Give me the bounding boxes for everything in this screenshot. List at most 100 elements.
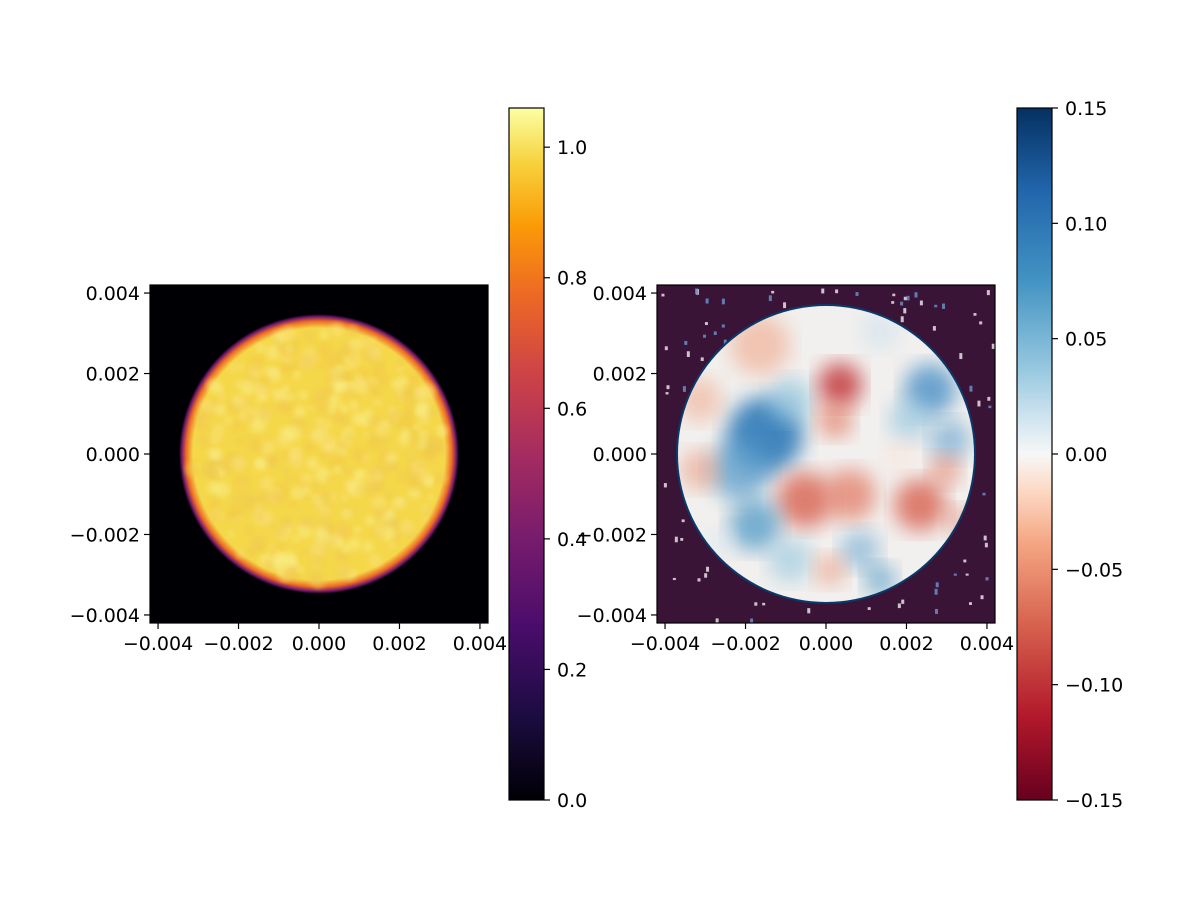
- noise-speck: [663, 483, 667, 488]
- speckle-dot: [349, 355, 357, 362]
- noise-speck: [953, 573, 957, 576]
- phase-blob: [768, 538, 812, 582]
- speckle-dot: [423, 506, 433, 516]
- speckle-dot: [270, 389, 278, 396]
- y-tick-label: 0.002: [593, 364, 647, 386]
- speckle-dot: [283, 565, 298, 580]
- speckle-dot: [351, 413, 364, 426]
- speckle-dot: [289, 452, 304, 468]
- phase-colorbar-gradient: [1016, 107, 1053, 801]
- speckle-dot: [204, 462, 218, 475]
- speckle-dot: [311, 485, 318, 492]
- speckle-dot: [285, 344, 294, 354]
- phase-blob: [929, 454, 961, 486]
- speckle-dot: [368, 468, 379, 478]
- phase-axis-ticks: −0.004 −0.002 0.000 0.002 0.004 0.004 0.002 0.0…: [577, 283, 1014, 655]
- speckle-dot: [255, 384, 269, 398]
- speckle-dot: [387, 541, 396, 549]
- noise-speck: [672, 577, 676, 581]
- speckle-dot: [301, 549, 309, 557]
- noise-speck: [982, 492, 986, 496]
- speckle-dot: [274, 492, 287, 504]
- y-tick-label: 0.000: [593, 444, 647, 466]
- noise-speck: [768, 295, 772, 302]
- speckle-dot: [292, 534, 300, 543]
- speckle-dot: [436, 425, 449, 438]
- intensity-colorbar: 0.0 0.2 0.4 0.6 0.8 1.0: [508, 107, 587, 812]
- speckle-dot: [340, 405, 349, 414]
- noise-speck: [686, 351, 690, 358]
- speckle-dot: [362, 453, 371, 462]
- noise-speck: [867, 607, 871, 610]
- colorbar-tick-label: 0.05: [1065, 329, 1107, 351]
- noise-speck: [661, 293, 665, 297]
- noise-speck: [959, 353, 963, 360]
- noise-speck: [665, 392, 669, 395]
- speckle-dot: [230, 455, 247, 472]
- speckle-dot: [432, 439, 447, 454]
- speckle-dot: [236, 437, 244, 446]
- phase-blob: [814, 554, 846, 586]
- speckle-dot: [396, 376, 409, 388]
- noise-speck: [666, 385, 670, 390]
- speckle-dot: [404, 386, 418, 401]
- speckle-dot: [258, 490, 273, 505]
- speckle-dot: [303, 441, 316, 453]
- noise-speck: [968, 602, 972, 605]
- colorbar-tick-label: 0.10: [1065, 213, 1107, 235]
- speckle-dot: [239, 379, 256, 396]
- noise-speck: [897, 603, 901, 609]
- speckle-dot: [275, 399, 288, 412]
- noise-speck: [900, 316, 904, 323]
- speckle-dot: [316, 342, 332, 358]
- colorbar-tick-label: 0.6: [557, 398, 587, 420]
- speckle-dot: [397, 358, 405, 366]
- noise-speck: [973, 313, 977, 316]
- speckle-dot: [303, 330, 315, 342]
- speckle-dot: [298, 390, 308, 400]
- speckle-dot: [236, 549, 245, 559]
- speckle-dot: [340, 543, 351, 554]
- noise-speck: [835, 289, 839, 294]
- speckle-dot: [329, 450, 337, 458]
- phase-blob: [888, 398, 932, 442]
- speckle-dot: [273, 553, 286, 566]
- phase-blob: [729, 499, 781, 551]
- noise-speck: [681, 519, 685, 523]
- intensity-panel: −0.004 −0.002 0.000 0.002 0.004 0.004 0.002 0.0…: [70, 283, 507, 655]
- phase-background-noise: [661, 288, 995, 623]
- speckle-dot: [338, 360, 345, 367]
- speckle-dot: [407, 372, 421, 386]
- colorbar-tick-label: −0.05: [1065, 559, 1123, 581]
- noise-speck: [977, 400, 981, 407]
- speckle-dot: [302, 485, 312, 496]
- speckle-dot: [197, 434, 210, 447]
- speckle-dot: [408, 479, 419, 490]
- speckle-dot: [347, 325, 359, 337]
- speckle-dot: [299, 354, 315, 370]
- speckle-dot: [389, 506, 396, 513]
- speckle-dot: [328, 394, 341, 406]
- speckle-dot: [395, 385, 406, 396]
- speckle-dot: [414, 387, 426, 399]
- noise-speck: [969, 385, 973, 392]
- speckle-dot: [254, 459, 264, 468]
- speckle-dot: [318, 504, 331, 517]
- noise-speck: [903, 308, 907, 314]
- speckle-dot: [406, 451, 416, 461]
- speckle-dot: [367, 337, 376, 346]
- speckle-dot: [329, 537, 339, 546]
- y-tick-label: 0.004: [593, 283, 647, 305]
- speckle-dot: [356, 337, 369, 349]
- speckle-dot: [263, 559, 275, 571]
- speckle-dot: [282, 385, 290, 393]
- phase-blob: [706, 526, 734, 554]
- noise-speck: [934, 304, 938, 308]
- y-tick-label: −0.004: [577, 605, 647, 627]
- speckle-dot: [373, 506, 387, 520]
- speckle-dot: [394, 421, 401, 429]
- y-tick-label: −0.004: [70, 605, 140, 627]
- phase-blob: [864, 564, 896, 596]
- speckle-dot: [396, 365, 404, 373]
- speckle-dot: [310, 541, 327, 558]
